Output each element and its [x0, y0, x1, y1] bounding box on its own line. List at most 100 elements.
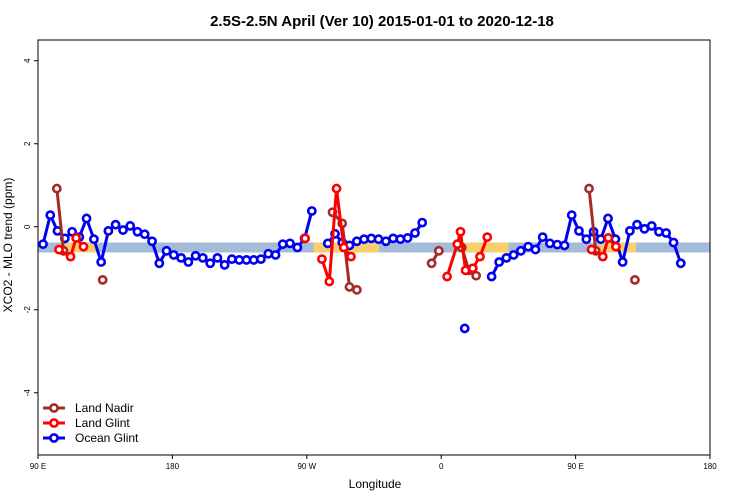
y-tick-label: 4	[23, 58, 32, 63]
data-point-ocean-glint	[212, 252, 223, 263]
data-point-ocean-glint	[96, 257, 107, 267]
data-point-ocean-glint	[139, 229, 150, 240]
legend-marker	[49, 403, 59, 413]
y-axis-ticks: -4 -2 0 2 4	[23, 58, 38, 396]
series-line-land-nadir	[587, 188, 598, 251]
data-point-land-glint	[338, 242, 349, 253]
series-ocean-glint	[38, 206, 686, 334]
chart-title: 2.5S-2.5N April (Ver 10) 2015-01-01 to 2…	[210, 13, 554, 30]
reference-bands	[38, 242, 710, 253]
data-point-land-glint	[597, 251, 608, 262]
data-point-land-glint	[586, 244, 597, 255]
series-layer	[38, 183, 686, 334]
data-point-ocean-glint	[530, 244, 541, 255]
data-point-land-glint	[317, 254, 327, 265]
data-point-ocean-glint	[559, 240, 570, 251]
data-point-ocean-glint	[494, 257, 505, 267]
data-point-ocean-glint	[176, 252, 187, 263]
data-point-ocean-glint	[417, 217, 428, 228]
data-point-land-nadir	[584, 183, 594, 194]
data-point-land-glint	[324, 276, 335, 287]
data-point-ocean-glint	[459, 323, 470, 334]
data-point-ocean-glint	[285, 238, 295, 249]
x-tick-label: 90 E	[567, 462, 583, 471]
data-point-ocean-glint	[154, 258, 165, 269]
y-axis-label: XCO2 - MLO trend (ppm)	[1, 178, 15, 313]
data-point-ocean-glint	[661, 228, 672, 238]
data-point-ocean-glint	[624, 225, 635, 236]
data-point-land-nadir	[433, 245, 444, 256]
data-point-ocean-glint	[632, 219, 642, 230]
data-point-ocean-glint	[292, 242, 303, 253]
x-tick-label: 90 E	[30, 462, 46, 471]
y-tick-label: 0	[23, 224, 32, 229]
data-point-ocean-glint	[574, 225, 584, 236]
data-point-land-glint	[482, 232, 493, 243]
data-point-ocean-glint	[226, 254, 237, 265]
data-point-land-glint	[467, 263, 478, 274]
data-point-ocean-glint	[646, 221, 657, 231]
data-point-land-nadir	[426, 258, 437, 269]
data-point-ocean-glint	[322, 238, 333, 249]
data-point-land-nadir	[471, 270, 482, 281]
data-point-ocean-glint	[110, 219, 121, 230]
y-tick-label: 2	[23, 141, 32, 146]
data-point-ocean-glint	[566, 210, 577, 221]
data-point-ocean-glint	[544, 238, 555, 249]
legend-label: Ocean Glint	[75, 431, 139, 445]
data-point-ocean-glint	[183, 257, 194, 267]
data-point-ocean-glint	[486, 271, 497, 282]
data-point-land-glint	[54, 244, 64, 255]
data-point-ocean-glint	[603, 213, 613, 224]
data-point-ocean-glint	[675, 258, 686, 269]
data-point-land-glint	[346, 251, 356, 262]
data-point-land-glint	[78, 241, 89, 252]
x-tick-label: 90 W	[297, 462, 316, 471]
plot-frame	[37, 39, 711, 456]
x-tick-label: 180	[166, 462, 180, 471]
data-point-ocean-glint	[402, 233, 413, 243]
data-point-land-glint	[442, 271, 452, 282]
x-axis-label: Longitude	[349, 477, 402, 491]
data-point-ocean-glint	[81, 213, 92, 224]
data-point-ocean-glint	[118, 225, 128, 235]
x-tick-label: 180	[703, 462, 717, 471]
data-point-land-glint	[455, 226, 466, 237]
data-point-ocean-glint	[508, 250, 519, 260]
data-point-ocean-glint	[219, 260, 230, 270]
data-point-ocean-glint	[103, 225, 114, 236]
data-point-land-nadir	[630, 274, 640, 285]
data-point-ocean-glint	[668, 237, 679, 248]
data-point-ocean-glint	[205, 258, 216, 269]
legend-item-land-glint: Land Glint	[43, 416, 130, 430]
data-point-land-glint	[331, 183, 342, 194]
data-point-ocean-glint	[306, 206, 317, 216]
legend-marker	[49, 418, 59, 428]
data-point-land-glint	[71, 233, 82, 243]
series-line-land-glint	[58, 236, 85, 259]
data-point-ocean-glint	[581, 234, 592, 245]
data-point-land-nadir	[51, 183, 62, 194]
series-line-land-nadir	[55, 188, 66, 251]
data-point-ocean-glint	[147, 236, 157, 247]
legend-label: Land Nadir	[75, 401, 134, 415]
series-line-land-glint	[590, 236, 618, 259]
data-point-ocean-glint	[256, 254, 266, 265]
data-point-ocean-glint	[270, 250, 281, 260]
data-point-land-glint	[300, 233, 311, 244]
data-point-ocean-glint	[537, 232, 548, 243]
data-point-ocean-glint	[161, 245, 172, 256]
series-land-glint	[54, 183, 621, 287]
data-point-ocean-glint	[595, 234, 606, 245]
y-tick-label: -4	[23, 389, 32, 397]
y-tick-label: -2	[23, 306, 32, 314]
data-point-land-glint	[65, 251, 76, 262]
data-point-land-glint	[452, 239, 463, 250]
data-point-land-glint	[611, 241, 621, 252]
data-point-land-nadir	[351, 284, 362, 295]
data-point-ocean-glint	[125, 221, 136, 231]
x-tick-label: 0	[439, 462, 444, 471]
data-point-ocean-glint	[410, 228, 420, 238]
